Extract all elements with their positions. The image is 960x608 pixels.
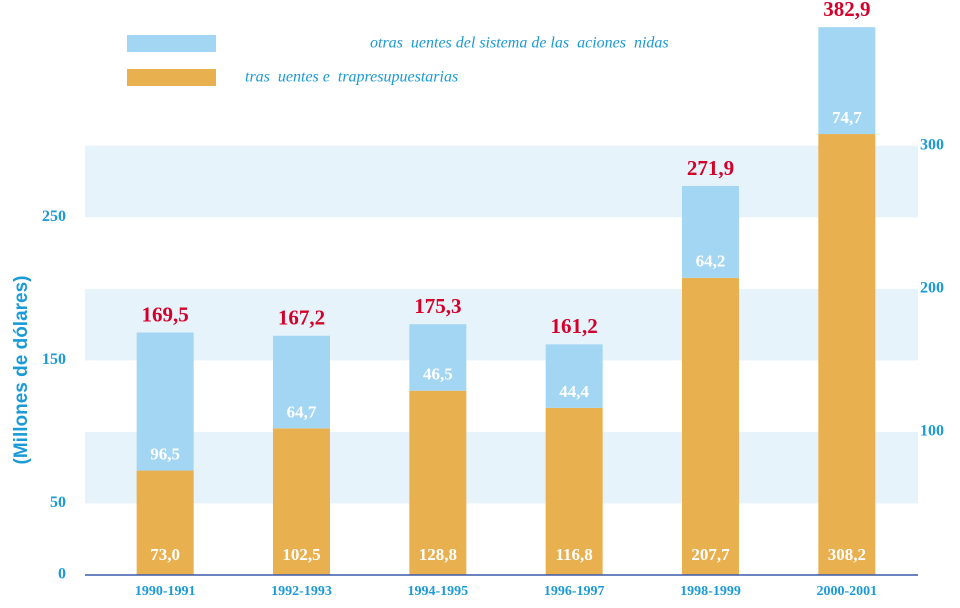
- legend-label: otras uentes del sistema de las aciones …: [370, 35, 669, 52]
- total-label: 169,5: [142, 302, 189, 326]
- total-label: 271,9: [687, 156, 734, 180]
- grid-band: [85, 431, 918, 504]
- bar-segment: [409, 390, 467, 575]
- bar-segment: [273, 335, 330, 429]
- x-tick-label: 1994-1995: [407, 584, 468, 599]
- bar-segment: [545, 344, 603, 408]
- total-label: 382,9: [823, 0, 870, 21]
- bar-segment: [545, 407, 603, 575]
- legend-swatch: [127, 35, 216, 52]
- segment-label: 116,8: [556, 545, 593, 564]
- total-label: 175,3: [414, 294, 461, 318]
- bar-segment: [273, 428, 330, 575]
- y-axis-label: (Millones de dólares): [11, 276, 32, 465]
- segment-label: 44,4: [559, 382, 589, 401]
- total-label: 161,2: [551, 314, 598, 338]
- segment-label: 74,7: [832, 108, 862, 127]
- bar-segment: [136, 332, 194, 471]
- grid-band: [85, 145, 918, 218]
- bands: [85, 145, 918, 504]
- segment-label: 96,5: [150, 444, 180, 463]
- bar-segment: [682, 185, 739, 278]
- y-tick-label: 50: [50, 494, 66, 511]
- y2-tick-label: 200: [920, 280, 944, 297]
- x-tick-label: 1990-1991: [135, 584, 196, 599]
- y2-tick-label: 100: [920, 423, 944, 440]
- grid-band: [85, 288, 918, 361]
- total-label: 167,2: [278, 306, 325, 330]
- x-tick-label: 1998-1999: [680, 584, 741, 599]
- segment-label: 207,7: [691, 545, 730, 564]
- segment-label: 308,2: [828, 545, 866, 564]
- bar-segment: [136, 470, 194, 575]
- segment-label: 64,2: [696, 252, 726, 271]
- y-tick-label: 150: [42, 351, 66, 368]
- segment-label: 64,7: [287, 402, 317, 421]
- x-tick-label: 1992-1993: [271, 584, 332, 599]
- y2-tick-label: 300: [920, 136, 944, 153]
- bar-segment: [818, 134, 876, 575]
- legend-label: tras uentes e trapresupuestarias: [245, 69, 458, 86]
- bar-segment: [682, 277, 739, 575]
- bar-segment: [409, 324, 467, 391]
- y-tick-label: 250: [42, 208, 66, 225]
- x-tick-label: 1996-1997: [544, 584, 605, 599]
- bar-segment: [818, 27, 876, 135]
- segment-label: 128,8: [419, 545, 457, 564]
- legend-swatch: [127, 69, 216, 86]
- y-tick-label: 0: [58, 566, 66, 583]
- segment-label: 73,0: [150, 545, 180, 564]
- segment-label: 102,5: [282, 545, 320, 564]
- segment-label: 46,5: [423, 365, 453, 384]
- x-tick-label: 2000-2001: [816, 584, 877, 599]
